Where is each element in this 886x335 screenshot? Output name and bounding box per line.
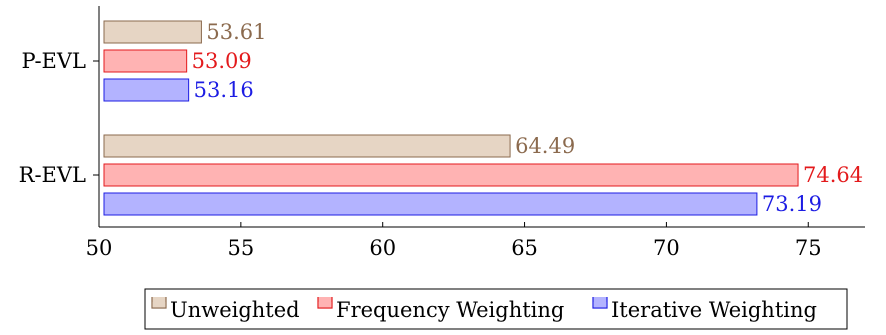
bar — [103, 192, 758, 216]
x-tick-label: 50 — [86, 236, 113, 260]
legend-label: Iterative Weighting — [611, 298, 817, 322]
legend-label: Unweighted — [170, 298, 300, 322]
x-tick-label: 55 — [227, 236, 254, 260]
bar — [103, 78, 190, 102]
data-label: 73.19 — [762, 192, 822, 216]
bar — [103, 163, 799, 187]
legend-box — [144, 288, 848, 330]
data-label: 53.61 — [206, 20, 266, 44]
chart-bars — [103, 20, 799, 216]
bar — [103, 134, 511, 158]
legend-swatch-fill — [593, 302, 607, 308]
category-label: P-EVL — [21, 49, 86, 73]
data-label: 74.64 — [803, 163, 863, 187]
legend-swatch-fill — [318, 302, 332, 308]
x-tick-label: 75 — [795, 236, 822, 260]
chart-data-labels: 53.61 53.09 53.16 64.49 74.64 73.19 — [192, 20, 864, 216]
chart-axes: 50 55 60 65 70 75 P-EVL R-EVL — [19, 6, 865, 260]
legend-label: Frequency Weighting — [336, 298, 564, 322]
data-label: 53.09 — [192, 49, 252, 73]
x-tick-label: 60 — [369, 236, 396, 260]
legend-swatch-fill — [152, 302, 166, 308]
bar — [103, 49, 188, 73]
data-label: 64.49 — [515, 134, 575, 158]
data-label: 53.16 — [194, 78, 254, 102]
x-tick-label: 65 — [511, 236, 538, 260]
chart-legend: Unweighted Frequency Weighting Iterative W… — [144, 288, 848, 330]
category-label: R-EVL — [19, 163, 86, 187]
x-tick-label: 70 — [653, 236, 680, 260]
bar — [103, 20, 202, 44]
